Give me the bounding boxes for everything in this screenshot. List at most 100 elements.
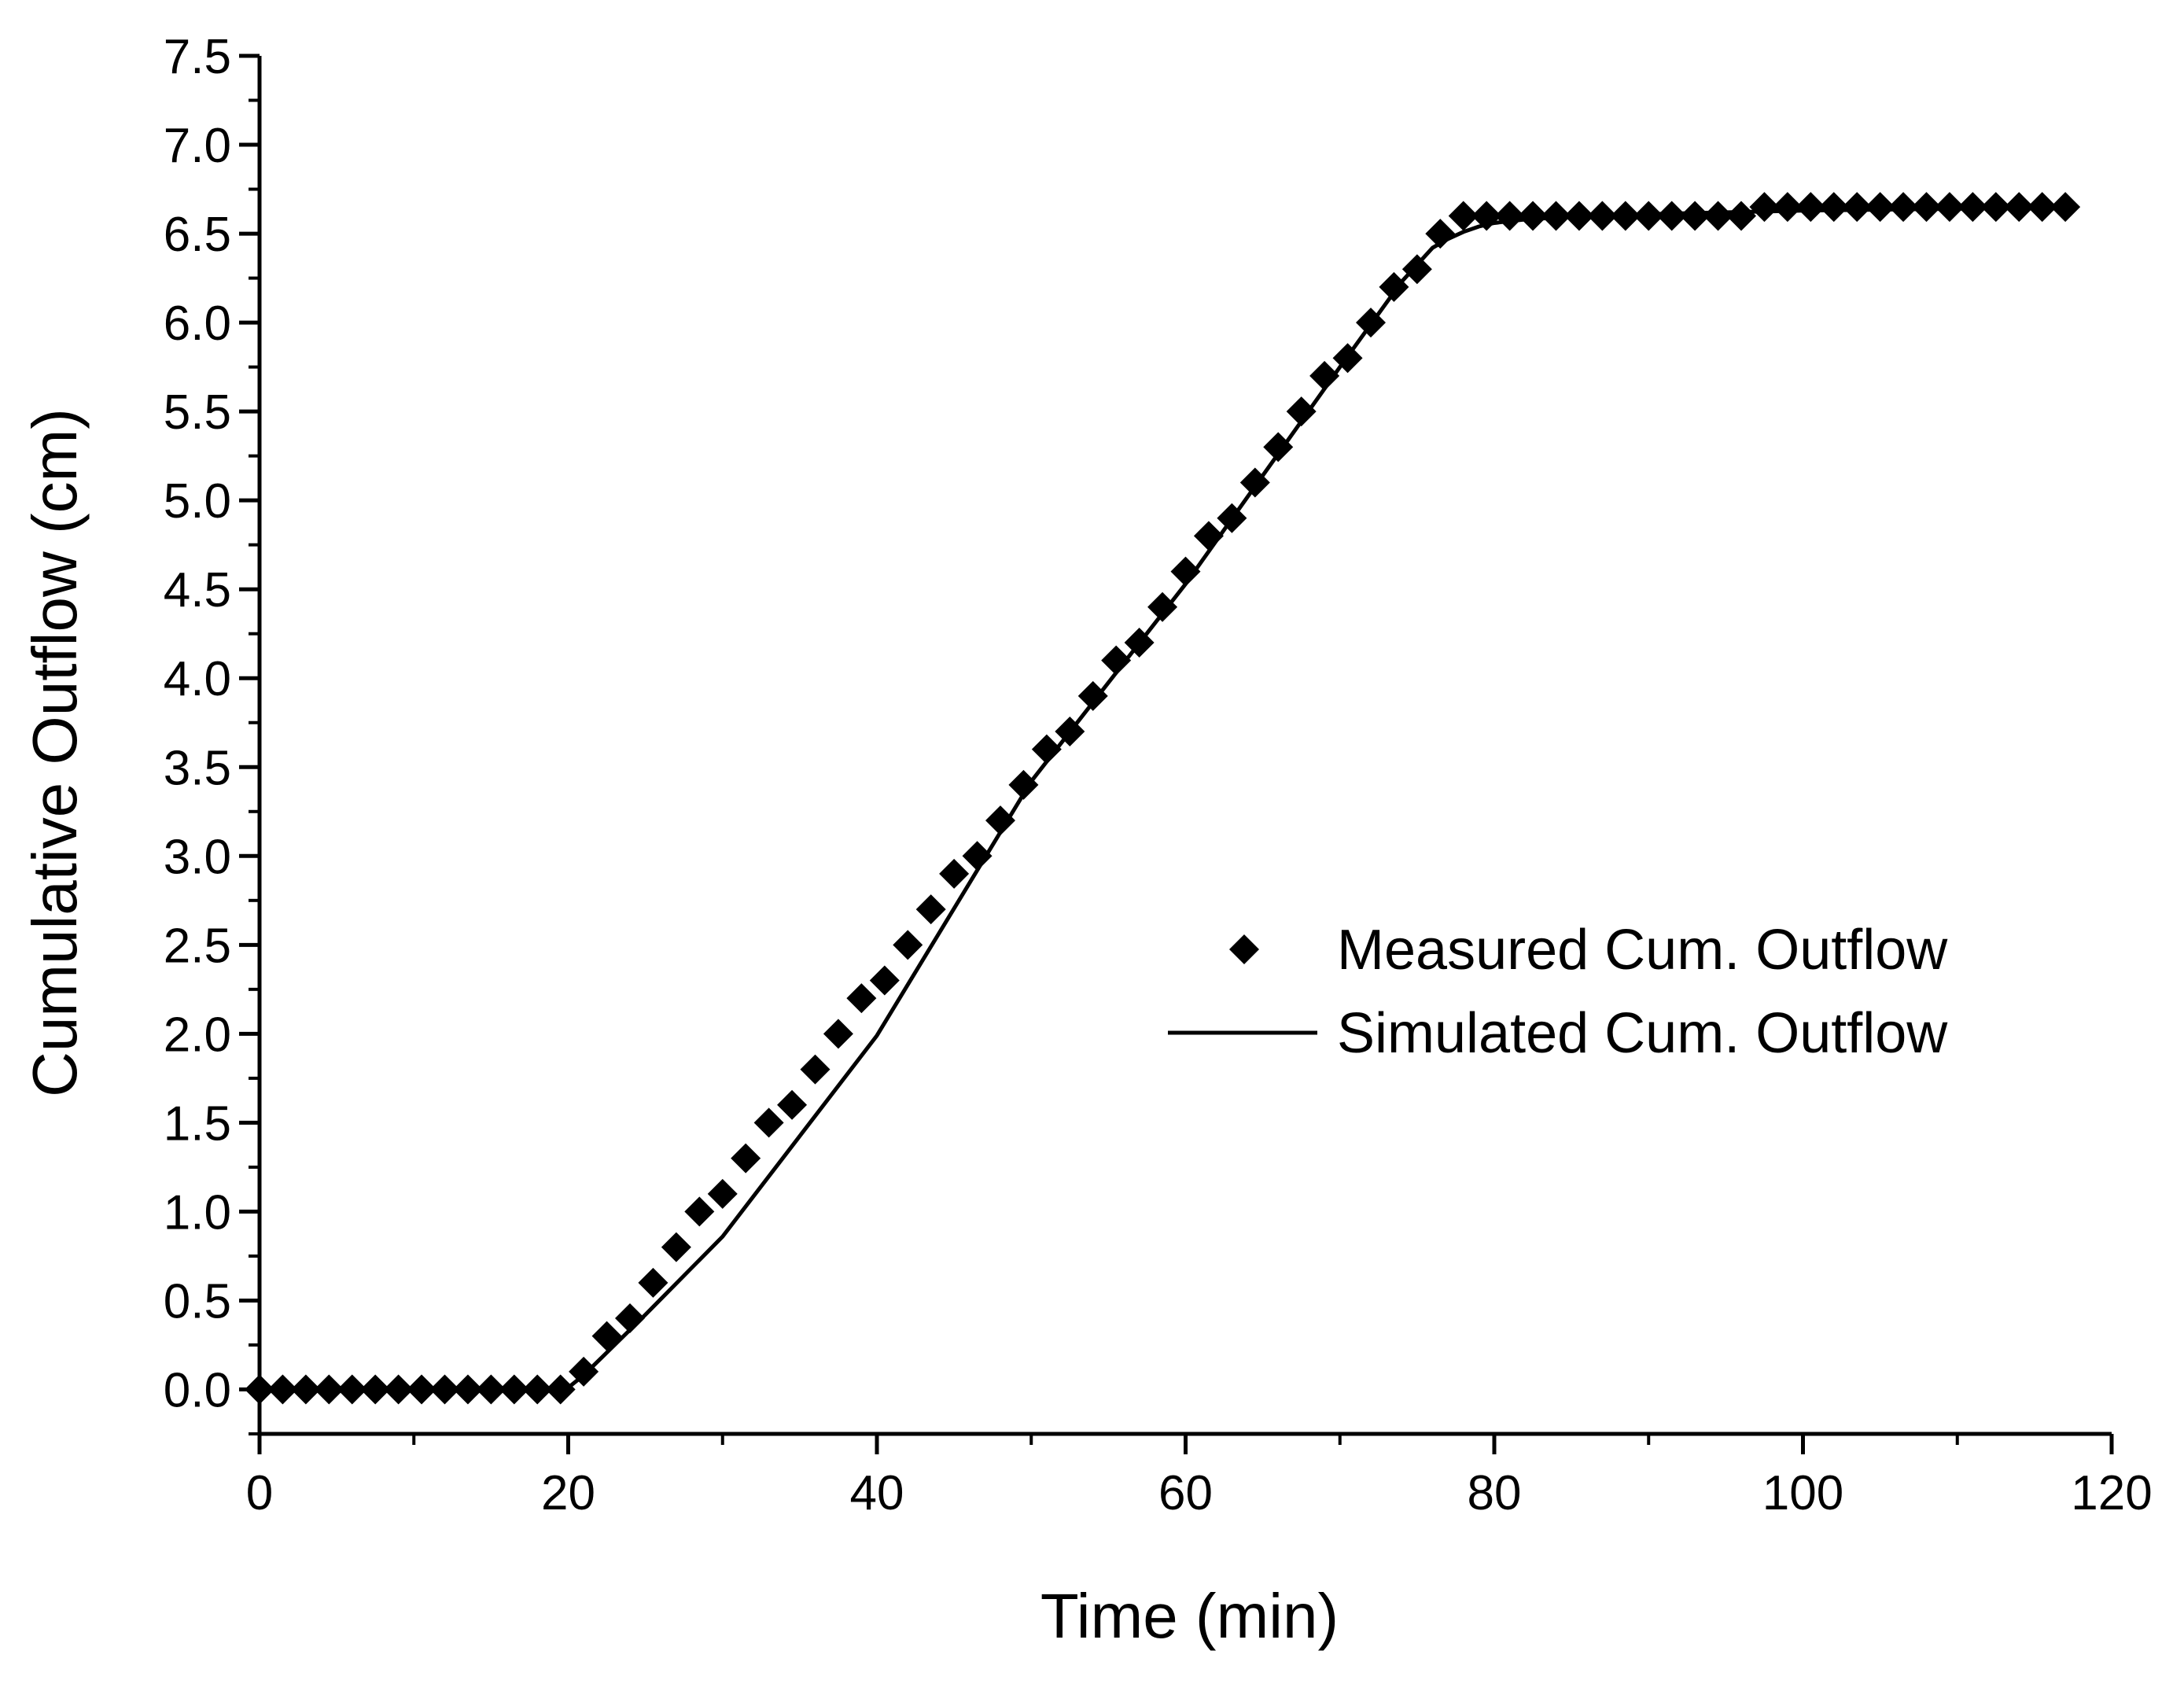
measured-point xyxy=(1656,201,1687,231)
measured-point xyxy=(1008,769,1039,800)
measured-point xyxy=(1494,201,1525,231)
measured-point xyxy=(2004,192,2035,223)
measured-point xyxy=(2050,192,2081,223)
measured-point xyxy=(661,1232,691,1262)
measured-point xyxy=(360,1374,391,1405)
x-tick-label: 0 xyxy=(246,1466,273,1520)
measured-point xyxy=(1795,192,1826,223)
measured-point xyxy=(962,841,993,871)
y-tick-label: 3.0 xyxy=(164,830,231,884)
y-tick-label: 4.5 xyxy=(164,563,231,617)
measured-point xyxy=(1356,308,1386,338)
y-tick-label: 1.0 xyxy=(164,1185,231,1240)
measured-point xyxy=(753,1107,784,1138)
measured-point xyxy=(1263,432,1294,462)
legend-measured-label: Measured Cum. Outflow xyxy=(1337,919,1948,982)
measured-point xyxy=(545,1374,576,1405)
axes: 0.0 0.5 1.0 1.5 2.0 2.5 3.0 3.5 4.0 4.5 5.0 5.5 6.0 6… xyxy=(20,30,2153,1651)
measured-point xyxy=(800,1054,831,1085)
measured-point xyxy=(1286,396,1317,427)
simulated-outflow-line xyxy=(257,205,2068,1391)
measured-point xyxy=(1193,521,1224,551)
measured-point xyxy=(1703,201,1733,231)
measured-point xyxy=(1309,360,1340,391)
measured-point xyxy=(1818,192,1849,223)
measured-point xyxy=(1471,201,1502,231)
measured-point xyxy=(869,965,900,996)
y-tick-label: 0.0 xyxy=(164,1363,231,1417)
measured-point xyxy=(1448,201,1479,231)
measured-point xyxy=(985,805,1015,836)
measured-point xyxy=(1425,219,1456,249)
x-tick-label: 80 xyxy=(1468,1466,1522,1520)
measured-point xyxy=(1217,503,1247,533)
measured-point xyxy=(1518,201,1549,231)
y-tick-label: 3.5 xyxy=(164,741,231,795)
measured-point xyxy=(1541,201,1571,231)
y-tick-label: 1.5 xyxy=(164,1096,231,1151)
y-tick-label: 0.5 xyxy=(164,1274,231,1328)
measured-point xyxy=(777,1089,808,1120)
measured-point xyxy=(707,1178,738,1209)
measured-point xyxy=(591,1321,622,1351)
x-tick-label: 60 xyxy=(1158,1466,1213,1520)
x-tick-label: 20 xyxy=(541,1466,595,1520)
measured-point xyxy=(1772,192,1803,223)
measured-point xyxy=(1842,192,1873,223)
measured-point xyxy=(429,1374,460,1405)
measured-point xyxy=(638,1267,668,1298)
measured-point xyxy=(1726,201,1756,231)
y-tick-label: 7.0 xyxy=(164,119,231,173)
measured-point xyxy=(893,930,923,960)
x-tick-label: 40 xyxy=(850,1466,904,1520)
measured-point xyxy=(1749,192,1780,223)
legend: Measured Cum. Outflow Simulated Cum. Outf… xyxy=(1168,919,1948,1065)
legend-diamond-symbol xyxy=(1229,934,1259,964)
measured-point xyxy=(383,1374,414,1405)
measured-point xyxy=(1957,192,1988,223)
measured-point xyxy=(939,858,970,889)
measured-point xyxy=(915,894,946,925)
legend-simulated-label: Simulated Cum. Outflow xyxy=(1337,1002,1948,1065)
measured-point xyxy=(1563,201,1594,231)
measured-point xyxy=(267,1374,298,1405)
x-tick-label: 120 xyxy=(2071,1466,2152,1520)
measured-point xyxy=(1865,192,1895,223)
y-tick-label: 6.0 xyxy=(164,297,231,351)
measured-point xyxy=(1170,556,1201,587)
measured-point xyxy=(1980,192,2011,223)
measured-point xyxy=(1610,201,1641,231)
measured-point xyxy=(1587,201,1618,231)
measured-point xyxy=(1031,734,1062,765)
y-tick-label: 4.0 xyxy=(164,652,231,706)
plot-area xyxy=(245,192,2081,1405)
measured-point xyxy=(1332,343,1363,374)
measured-point xyxy=(1888,192,1919,223)
measured-point xyxy=(1124,628,1155,658)
measured-point xyxy=(290,1374,321,1405)
measured-point xyxy=(823,1019,853,1049)
y-tick-label: 2.5 xyxy=(164,919,231,973)
y-tick-label: 5.0 xyxy=(164,474,231,529)
y-tick-label: 5.5 xyxy=(164,385,231,440)
measured-point xyxy=(314,1374,344,1405)
measured-point xyxy=(407,1374,437,1405)
x-axis-title: Time (min) xyxy=(1040,1581,1339,1651)
measured-point xyxy=(731,1143,761,1174)
measured-point xyxy=(337,1374,367,1405)
measured-point xyxy=(846,983,877,1014)
measured-point xyxy=(684,1196,715,1227)
measured-point xyxy=(1055,717,1085,747)
measured-point xyxy=(1911,192,1942,223)
measured-point xyxy=(1401,254,1432,285)
measured-point xyxy=(1379,271,1409,302)
measured-point xyxy=(2027,192,2057,223)
x-tick-label: 100 xyxy=(1762,1466,1843,1520)
measured-point xyxy=(615,1303,645,1334)
measured-point xyxy=(1101,645,1132,676)
y-tick-label: 2.0 xyxy=(164,1008,231,1062)
measured-point xyxy=(1077,680,1108,711)
y-tick-label: 6.5 xyxy=(164,208,231,262)
